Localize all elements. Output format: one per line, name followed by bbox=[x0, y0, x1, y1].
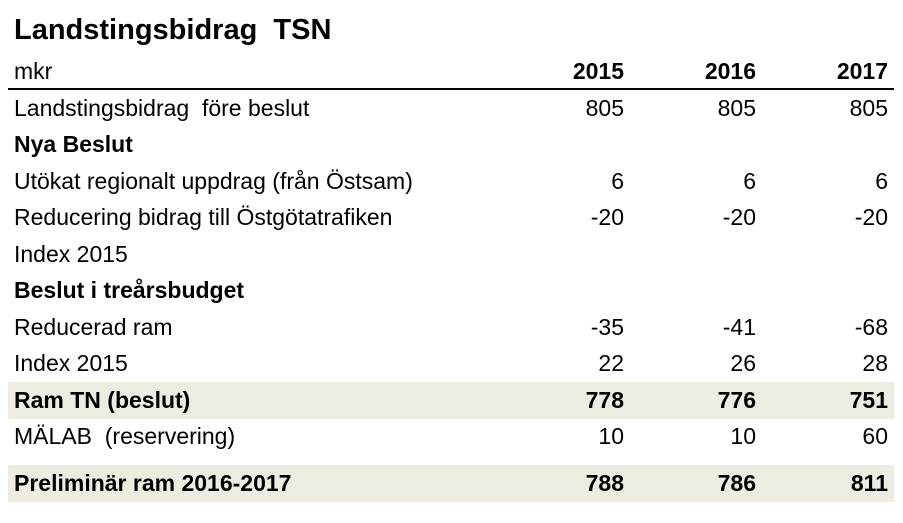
value-2015: 10 bbox=[598, 423, 624, 450]
table-row: MÄLAB (reservering) 10 10 60 bbox=[8, 419, 894, 456]
unit-label: mkr bbox=[14, 57, 53, 84]
value-2015 bbox=[498, 273, 630, 310]
row-label: MÄLAB (reservering) bbox=[14, 423, 236, 450]
table-row: Index 2015 22 26 28 bbox=[8, 346, 894, 383]
value-2017: 811 bbox=[762, 465, 894, 502]
table-row: Utökat regionalt uppdrag (från Östsam) 6… bbox=[8, 163, 894, 200]
value-2017 bbox=[762, 273, 894, 310]
total-row: Preliminär ram 2016-2017 788 786 811 bbox=[8, 465, 894, 502]
header-row: mkr 2015 2016 2017 bbox=[8, 54, 894, 89]
value-2015: -20 bbox=[590, 204, 624, 231]
value-2016: 786 bbox=[630, 465, 762, 502]
value-2015: 788 bbox=[498, 465, 630, 502]
section-label: Beslut i treårsbudget bbox=[14, 277, 245, 304]
value-2016: 805 bbox=[717, 94, 756, 121]
value-2015: 6 bbox=[611, 167, 624, 194]
value-2016: -20 bbox=[722, 204, 756, 231]
value-2017: 751 bbox=[762, 382, 894, 419]
table-row: Reducerad ram -35 -41 -68 bbox=[8, 309, 894, 346]
value-2016 bbox=[630, 127, 762, 164]
value-2017 bbox=[762, 127, 894, 164]
value-2016 bbox=[630, 236, 762, 273]
row-label: Utökat regionalt uppdrag (från Östsam) bbox=[14, 167, 413, 194]
table-row: Index 2015 bbox=[8, 236, 894, 273]
value-2017: 805 bbox=[849, 94, 888, 121]
value-2015: 805 bbox=[585, 94, 624, 121]
value-2017 bbox=[762, 236, 894, 273]
row-label: Reducering bidrag till Östgötatrafiken bbox=[14, 204, 393, 231]
table-row: Reducering bidrag till Östgötatrafiken -… bbox=[8, 200, 894, 237]
spacer-cell bbox=[8, 455, 894, 465]
value-2017: -68 bbox=[854, 313, 888, 340]
value-2015: 778 bbox=[498, 382, 630, 419]
section-row: Beslut i treårsbudget bbox=[8, 273, 894, 310]
row-label: Index 2015 bbox=[14, 350, 128, 377]
value-2015: 22 bbox=[598, 350, 624, 377]
row-label: Reducerad ram bbox=[14, 313, 173, 340]
value-2015 bbox=[498, 236, 630, 273]
value-2016: 776 bbox=[630, 382, 762, 419]
year-2015-header: 2015 bbox=[572, 57, 624, 84]
spacer-row bbox=[8, 455, 894, 465]
value-2017: 28 bbox=[862, 350, 888, 377]
total-row: Ram TN (beslut) 778 776 751 bbox=[8, 382, 894, 419]
value-2016 bbox=[630, 273, 762, 310]
section-label: Nya Beslut bbox=[14, 131, 133, 158]
value-2016: 26 bbox=[730, 350, 756, 377]
value-2016: -41 bbox=[722, 313, 756, 340]
row-label: Ram TN (beslut) bbox=[8, 382, 498, 419]
row-label: Landstingsbidrag före beslut bbox=[14, 94, 310, 121]
row-label: Preliminär ram 2016-2017 bbox=[8, 465, 498, 502]
row-label: Index 2015 bbox=[14, 240, 128, 267]
year-2017-header: 2017 bbox=[836, 57, 888, 84]
value-2017: 6 bbox=[875, 167, 888, 194]
value-2016: 6 bbox=[743, 167, 756, 194]
section-row: Nya Beslut bbox=[8, 127, 894, 164]
budget-table: mkr 2015 2016 2017 Landstingsbidrag före… bbox=[8, 54, 894, 502]
value-2017: -20 bbox=[854, 204, 888, 231]
value-2015 bbox=[498, 127, 630, 164]
value-2016: 10 bbox=[730, 423, 756, 450]
value-2015: -35 bbox=[590, 313, 624, 340]
value-2017: 60 bbox=[862, 423, 888, 450]
table-title: Landstingsbidrag TSN bbox=[14, 14, 332, 46]
table-row: Landstingsbidrag före beslut 805 805 805 bbox=[8, 89, 894, 127]
year-2016-header: 2016 bbox=[704, 57, 756, 84]
